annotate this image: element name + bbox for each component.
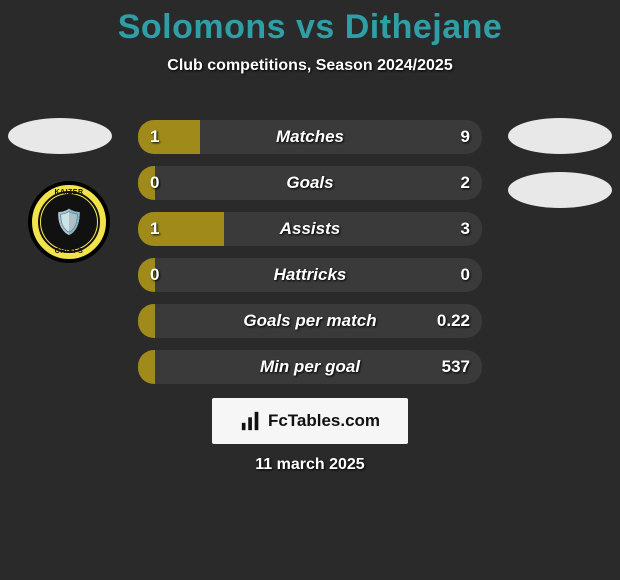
stat-value-right: 9 bbox=[461, 120, 470, 154]
comparison-card: Solomons vs Dithejane Club competitions,… bbox=[0, 0, 620, 580]
badge-text-top: KAIZER bbox=[32, 189, 106, 196]
player-right-avatar bbox=[508, 118, 612, 154]
page-title: Solomons vs Dithejane bbox=[0, 0, 620, 47]
subtitle: Club competitions, Season 2024/2025 bbox=[0, 57, 620, 75]
badge-text-bottom: CHIEFS bbox=[32, 248, 106, 255]
stat-row: 1Assists3 bbox=[138, 212, 482, 246]
date: 11 march 2025 bbox=[0, 456, 620, 474]
stat-row: 1Matches9 bbox=[138, 120, 482, 154]
footer-brand: FcTables.com bbox=[212, 398, 408, 444]
stat-value-right: 2 bbox=[461, 166, 470, 200]
stat-value-right: 0.22 bbox=[437, 304, 470, 338]
stat-value-right: 537 bbox=[442, 350, 470, 384]
stat-label: Hattricks bbox=[138, 258, 482, 292]
stat-value-right: 3 bbox=[461, 212, 470, 246]
stat-value-right: 0 bbox=[461, 258, 470, 292]
stat-label: Goals per match bbox=[138, 304, 482, 338]
stats-bars: 1Matches90Goals21Assists30Hattricks0Goal… bbox=[138, 120, 482, 396]
stat-row: 0Hattricks0 bbox=[138, 258, 482, 292]
footer-brand-text: FcTables.com bbox=[268, 411, 380, 431]
stat-row: Goals per match0.22 bbox=[138, 304, 482, 338]
stat-label: Assists bbox=[138, 212, 482, 246]
stat-row: Min per goal537 bbox=[138, 350, 482, 384]
stat-label: Min per goal bbox=[138, 350, 482, 384]
player-left-avatar bbox=[8, 118, 112, 154]
stat-row: 0Goals2 bbox=[138, 166, 482, 200]
stat-label: Goals bbox=[138, 166, 482, 200]
stat-label: Matches bbox=[138, 120, 482, 154]
club-badge-left: KAIZER 🛡️ CHIEFS bbox=[28, 181, 110, 263]
club-right-placeholder bbox=[508, 172, 612, 208]
chart-icon bbox=[240, 410, 262, 432]
